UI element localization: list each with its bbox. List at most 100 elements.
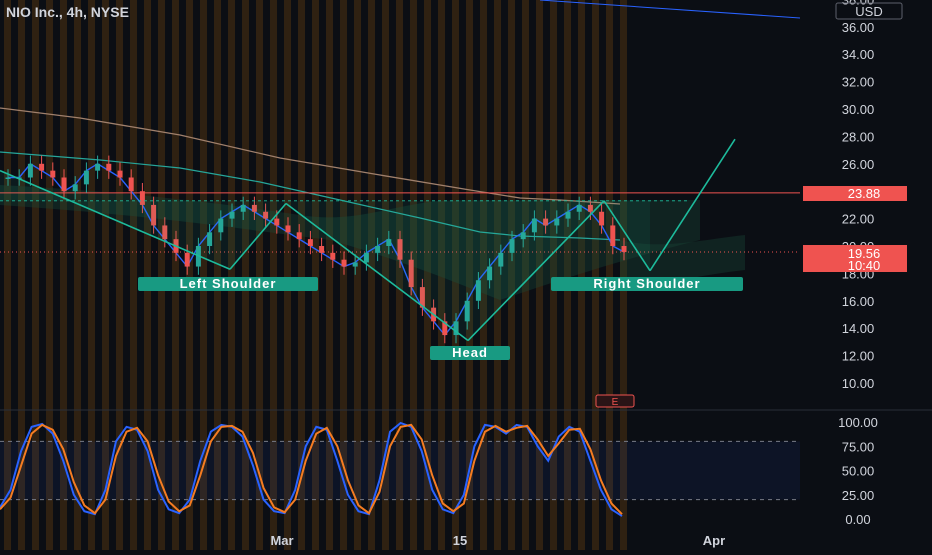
session-stripe [354,0,361,550]
candle-body [218,218,224,233]
session-stripe [494,0,501,550]
candle-body [565,211,571,219]
candle-body [520,232,526,240]
session-stripe [102,0,109,550]
session-stripe [46,0,53,550]
last-price-text: 19.56 [848,246,881,261]
session-stripe [60,0,67,550]
candle-body [442,321,448,336]
label-right-shoulder-text: Right Shoulder [593,276,700,291]
candle-body [363,252,369,263]
candle-body [341,259,347,267]
session-stripe [186,0,193,550]
resistance-price-text: 23.88 [848,186,881,201]
slow-moving-average [0,151,621,241]
candle-body [162,225,168,240]
label-left-shoulder[interactable]: Left Shoulder [138,276,318,291]
session-stripe [130,0,137,550]
session-stripe [550,0,557,550]
session-stripe [606,0,613,550]
candle-body [296,232,302,240]
candle-body [397,239,403,260]
currency-label: USD [855,4,882,19]
stoch-y-tick-label: 100.00 [838,415,878,430]
candle-body [39,163,45,171]
x-tick-label: Apr [703,533,725,548]
session-stripe [270,0,277,550]
candle-body [386,239,392,246]
candle-body [95,163,101,171]
candle-body [106,163,112,171]
trend-line [539,0,801,19]
candle-body [375,246,381,253]
candle-body [240,204,246,212]
pattern-segment [229,203,287,270]
session-stripe [298,0,305,550]
candle-body [621,246,627,253]
candle-body [408,259,414,288]
session-stripe [74,0,81,550]
resistance-price-tag: 23.88 [803,186,907,201]
candle-body [72,184,78,192]
pattern-segment [0,169,231,271]
session-stripe [452,0,459,550]
candle-body [207,232,213,246]
symbol-title: NIO Inc., 4h, NYSE [6,4,129,20]
label-right-shoulder[interactable]: Right Shoulder [551,276,743,291]
y-tick-label: 30.00 [842,102,875,117]
label-head[interactable]: Head [430,345,510,360]
candle-body [330,252,336,260]
session-stripe [116,0,123,550]
session-stripe [424,0,431,550]
candle-body [531,218,537,233]
y-tick-label: 28.00 [842,129,875,144]
y-tick-label: 10.00 [842,376,875,391]
earnings-event-marker[interactable]: E [595,394,635,408]
session-stripe [508,0,515,550]
candle-body [307,239,313,246]
session-stripe [284,0,291,550]
y-tick-label: 14.00 [842,321,875,336]
y-tick-label: 34.00 [842,47,875,62]
candle-body [285,225,291,233]
label-left-shoulder-text: Left Shoulder [180,276,277,291]
session-stripe [88,0,95,550]
candle-body [554,218,560,226]
session-stripe [312,0,319,550]
pattern-segment [603,200,651,272]
candle-body [251,204,257,212]
candle-body [117,170,123,178]
session-stripe [382,0,389,550]
candle-body [599,211,605,226]
session-stripe [200,0,207,550]
session-stripe [522,0,529,550]
y-tick-label: 36.00 [842,20,875,35]
session-stripe [158,0,165,550]
stoch-y-tick-label: 0.00 [845,512,870,527]
future-cloud [620,235,745,290]
long-moving-average [0,107,621,205]
candle-body [50,170,56,178]
pattern-segment [285,202,469,342]
candle-body [487,266,493,281]
stoch-y-tick-label: 25.00 [842,488,875,503]
stochastic-layer [0,421,623,517]
y-tick-label: 22.00 [842,212,875,227]
pattern-fill [0,170,650,341]
candle-body [61,177,67,192]
candle-body [151,204,157,226]
session-stripe [564,0,571,550]
candle-body [27,163,33,178]
session-stripe [340,0,347,550]
session-stripe [592,0,599,550]
currency-box[interactable] [835,2,903,20]
candle-body [453,321,459,336]
candle-body [509,239,515,253]
x-tick-label: 15 [453,533,467,548]
y-tick-label: 12.00 [842,349,875,364]
candle-body [319,246,325,253]
candle-body [83,170,89,185]
session-stripe [214,0,221,550]
candle-body [610,225,616,246]
